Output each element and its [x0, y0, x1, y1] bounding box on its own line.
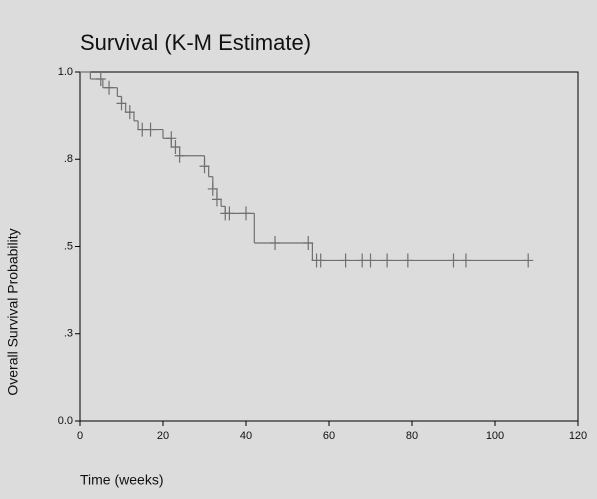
- censor-mark: [124, 105, 135, 120]
- x-tick-label: 120: [569, 430, 587, 442]
- y-tick-label: .5: [64, 240, 73, 252]
- censor-mark: [523, 253, 534, 268]
- x-tick-label: 100: [486, 430, 504, 442]
- censor-mark: [448, 253, 459, 268]
- y-tick-label: 0.0: [58, 415, 73, 427]
- y-tick-label: .8: [64, 153, 73, 165]
- censor-mark: [382, 253, 393, 268]
- censor-mark: [207, 181, 218, 196]
- x-tick-label: 80: [406, 430, 418, 442]
- censor-mark: [365, 253, 376, 268]
- censor-mark: [402, 253, 413, 268]
- x-tick-label: 0: [77, 430, 83, 442]
- censor-mark: [174, 148, 185, 163]
- censor-mark: [315, 253, 326, 268]
- censor-mark: [340, 253, 351, 268]
- censor-mark: [224, 206, 235, 221]
- censor-mark: [460, 253, 471, 268]
- censor-mark: [104, 80, 115, 95]
- chart-title: Survival (K-M Estimate): [80, 30, 311, 55]
- censor-mark: [241, 206, 251, 221]
- x-tick-label: 40: [240, 430, 252, 442]
- censor-mark: [303, 236, 314, 251]
- censor-mark: [145, 122, 156, 137]
- censor-mark: [166, 131, 177, 146]
- y-tick-label: .3: [64, 328, 73, 340]
- censor-mark: [170, 140, 181, 155]
- censor-mark: [211, 192, 222, 207]
- censor-mark: [95, 71, 106, 86]
- censor-mark: [116, 96, 127, 111]
- y-tick-label: 1.0: [58, 66, 73, 78]
- x-axis-label: Time (weeks): [80, 472, 164, 488]
- censor-mark: [199, 159, 210, 174]
- x-tick-label: 60: [323, 430, 335, 442]
- censor-mark: [270, 236, 281, 251]
- x-tick-label: 20: [157, 430, 169, 442]
- y-axis-label: Overall Survival Probability: [5, 228, 21, 395]
